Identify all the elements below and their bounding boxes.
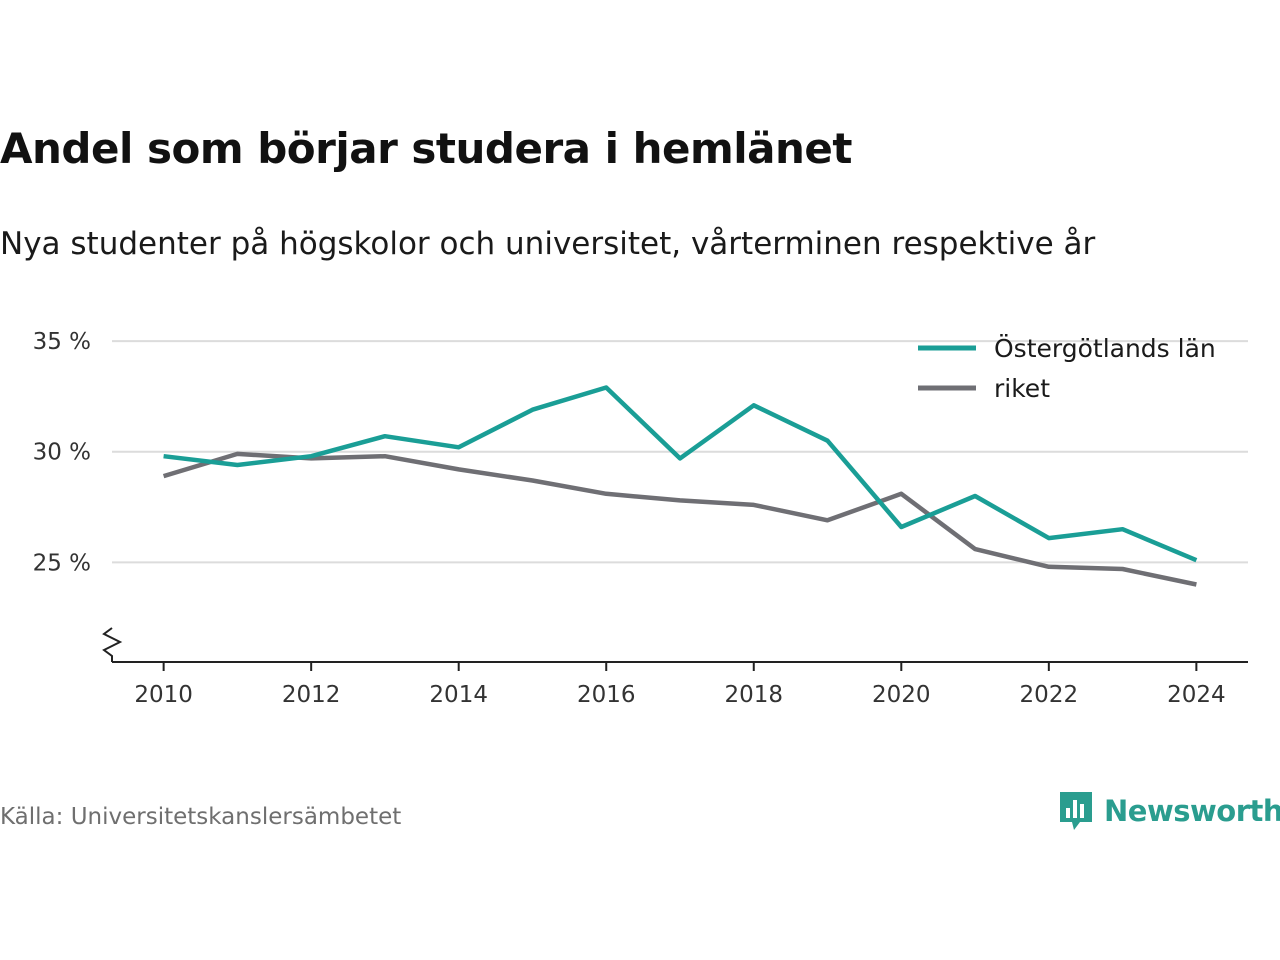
series-line-0 [163, 385, 1198, 563]
brand-name: Newsworthy [1104, 794, 1280, 828]
source-note: Källa: Universitetskanslersämbetet [0, 804, 402, 830]
x-tick-label: 2012 [282, 682, 341, 708]
y-tick-label: 30 % [33, 440, 91, 466]
y-tick-label: 35 % [33, 329, 91, 355]
chart-title: Andel som börjar studera i hemlänet [0, 124, 853, 173]
x-tick-label: 2024 [1167, 682, 1226, 708]
series-line-1 [162, 451, 1197, 587]
x-tick-label: 2022 [1020, 682, 1079, 708]
series-lines [162, 385, 1198, 587]
axis-break-marker [102, 627, 123, 662]
brand-logo: Newsworthy [1058, 790, 1280, 832]
legend-label-0: Östergötlands län [994, 334, 1216, 363]
legend: Östergötlands län riket [918, 334, 1216, 403]
x-tick-label: 2020 [872, 682, 931, 708]
newsworthy-logo-icon [1060, 792, 1092, 830]
x-tick-label: 2010 [134, 682, 193, 708]
x-tick-label: 2018 [724, 682, 783, 708]
axes: 25 % 30 % 35 % 2010 2012 2014 2016 2018 2020 2022… [33, 329, 1248, 708]
legend-label-1: riket [994, 374, 1050, 403]
chart-subtitle: Nya studenter på högskolor och universit… [0, 226, 1096, 262]
x-tick-label: 2014 [429, 682, 488, 708]
gridlines [112, 340, 1248, 564]
x-tick-label: 2016 [577, 682, 636, 708]
y-tick-label: 25 % [33, 550, 91, 576]
